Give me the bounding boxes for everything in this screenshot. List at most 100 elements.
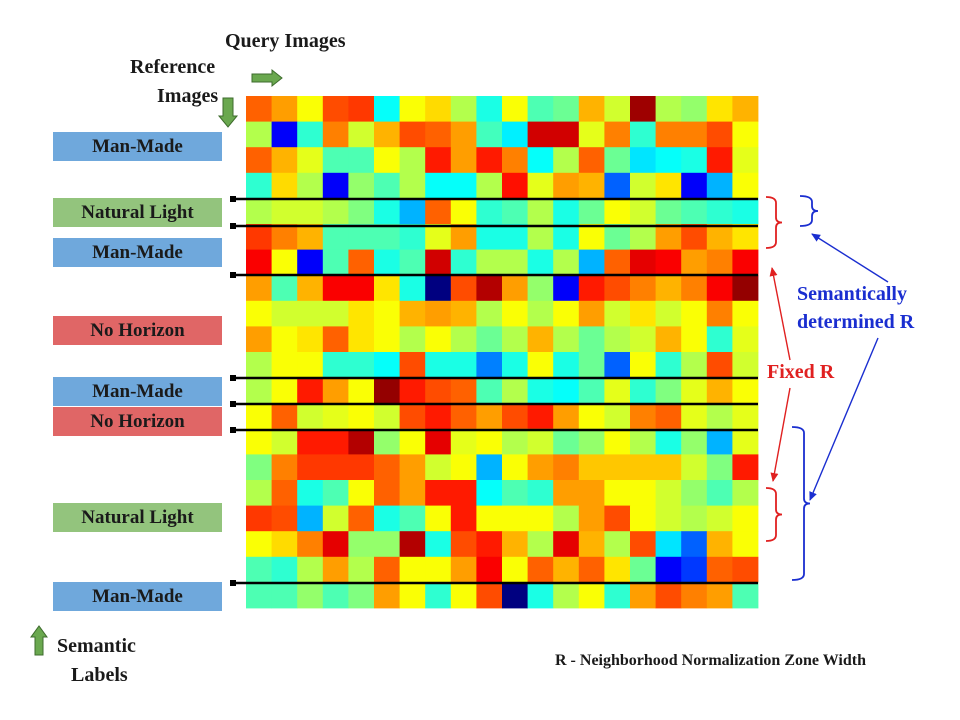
heatmap-cell (578, 505, 605, 532)
heatmap-cell (502, 403, 528, 430)
heatmap-cell (374, 428, 400, 455)
heatmap-cell (374, 454, 400, 481)
heatmap-cell (630, 300, 656, 327)
heatmap-cell (399, 505, 426, 532)
heatmap-cell (604, 198, 631, 225)
heatmap-cell (246, 582, 272, 609)
heatmap-cell (706, 428, 733, 455)
heatmap-cell (553, 224, 580, 250)
heatmap-cell (553, 121, 580, 148)
heatmap-cell (297, 556, 324, 583)
heatmap-cell (425, 556, 452, 583)
heatmap-cell (706, 172, 733, 199)
heatmap-cell (271, 147, 298, 174)
heatmap-cell (630, 403, 656, 430)
heatmap-cell (348, 326, 375, 353)
reference-images-header-line1: Reference (130, 56, 216, 78)
heatmap-cell (450, 480, 477, 506)
heatmap-cell (578, 249, 605, 276)
heatmap-cell (271, 454, 298, 481)
heatmap-cell (271, 326, 298, 353)
heatmap-cell (450, 224, 477, 250)
heatmap-cell (630, 147, 656, 174)
heatmap-cell (271, 582, 298, 609)
heatmap-cell (297, 96, 324, 122)
heatmap-cell (246, 300, 272, 327)
heatmap-cell (604, 172, 631, 199)
heatmap-cell (630, 249, 656, 276)
heatmap-cell (732, 275, 759, 302)
heatmap-cell (450, 300, 477, 327)
heatmap-cell (348, 531, 375, 558)
heatmap-cell (476, 352, 503, 378)
heatmap-cell (425, 96, 452, 122)
row-label-natural-light: Natural Light (53, 198, 222, 227)
heatmap-cell (502, 198, 528, 225)
heatmap-cell (578, 377, 605, 404)
heatmap-cell (604, 556, 631, 583)
heatmap-cell (502, 556, 528, 583)
heatmap-cell (246, 428, 272, 455)
heatmap-cell (732, 377, 759, 404)
heatmap-cell (553, 505, 580, 532)
heatmap-cell (527, 172, 554, 199)
heatmap-cell (655, 505, 682, 532)
heatmap-cell (450, 428, 477, 455)
heatmap-cell (322, 531, 349, 558)
heatmap-cell (732, 556, 759, 583)
heatmap-cell (348, 556, 375, 583)
heatmap-cell (527, 352, 554, 378)
heatmap-cell (655, 531, 682, 558)
heatmap-cell (732, 198, 759, 225)
heatmap-cell (425, 352, 452, 378)
heatmap-cell (476, 300, 503, 327)
heatmap-cell (604, 531, 631, 558)
heatmap-cell (246, 224, 272, 250)
heatmap-cell (271, 556, 298, 583)
heatmap-cell (246, 403, 272, 430)
heatmap-cell (425, 172, 452, 199)
heatmap-cell (322, 556, 349, 583)
heatmap-cell (527, 403, 554, 430)
heatmap-cell (450, 377, 477, 404)
semantic-r-arrow-lower (809, 337, 879, 501)
heatmap-cell (732, 96, 759, 122)
heatmap-cell (425, 121, 452, 148)
heatmap-cell (425, 249, 452, 276)
heatmap-cell (348, 300, 375, 327)
heatmap-cell (450, 352, 477, 378)
heatmap-cell (527, 582, 554, 609)
heatmap-cell (502, 352, 528, 378)
heatmap-cell (732, 480, 759, 506)
semantic-r-label-line2: determined R (797, 311, 915, 333)
heatmap-cell (706, 582, 733, 609)
semantic-r-brace-upper (799, 195, 819, 227)
heatmap-cell (706, 454, 733, 481)
heatmap-cell (706, 480, 733, 506)
row-label-no-horizon: No Horizon (53, 407, 222, 436)
heatmap-cell (374, 480, 400, 506)
row-label-man-made: Man-Made (53, 238, 222, 267)
heatmap-cell (425, 326, 452, 353)
reference-images-header-line2: Images (157, 85, 219, 107)
heatmap-cell (578, 454, 605, 481)
heatmap-cell (374, 224, 400, 250)
heatmap-cell (732, 147, 759, 174)
heatmap-cell (553, 326, 580, 353)
heatmap-cell (655, 556, 682, 583)
heatmap-cell (476, 121, 503, 148)
heatmap-cell (348, 121, 375, 148)
heatmap-cell (450, 96, 477, 122)
heatmap-cell (399, 454, 426, 481)
heatmap-cell (553, 172, 580, 199)
heatmap-cell (450, 582, 477, 609)
heatmap-cell (655, 403, 682, 430)
heatmap-cell (297, 249, 324, 276)
heatmap-cell (374, 147, 400, 174)
fixed-r-brace-upper (765, 196, 783, 249)
fixed-r-arrow-upper (769, 267, 791, 361)
heatmap-cell (450, 147, 477, 174)
heatmap-cell (553, 352, 580, 378)
heatmap-cell (578, 480, 605, 506)
heatmap-cell (527, 377, 554, 404)
